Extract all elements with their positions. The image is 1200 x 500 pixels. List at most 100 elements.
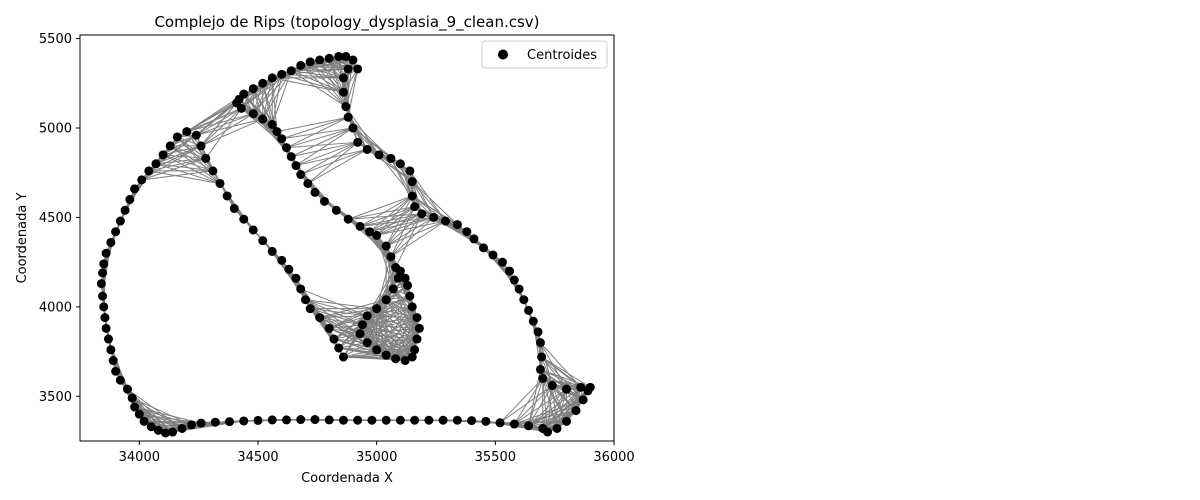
centroid-point xyxy=(281,143,291,153)
rips-edge xyxy=(262,70,292,120)
rips-edge xyxy=(362,317,418,326)
centroid-point xyxy=(365,227,375,237)
centroid-point xyxy=(151,159,161,169)
rips-edge xyxy=(348,206,415,220)
centroid-point xyxy=(153,425,163,435)
centroid-point xyxy=(99,302,109,312)
centroid-point xyxy=(407,302,417,312)
rips-edge xyxy=(541,356,584,401)
rips-edge xyxy=(390,158,413,197)
centroid-point xyxy=(407,177,417,187)
centroid-point xyxy=(403,280,413,290)
centroid-point xyxy=(277,69,287,79)
rips-edge xyxy=(366,317,418,344)
centroid-point xyxy=(386,153,396,163)
x-tick-label: 34500 xyxy=(237,450,278,465)
rips-edge xyxy=(162,145,202,156)
centroid-point xyxy=(286,152,296,162)
centroid-point xyxy=(296,60,306,70)
rips-edge xyxy=(347,116,392,159)
rips-edge xyxy=(541,356,591,388)
centroid-point xyxy=(552,423,562,433)
centroid-point xyxy=(488,250,498,260)
x-axis-ticks: 34000 34500 35000 35500 36000 xyxy=(119,441,635,465)
rips-edge xyxy=(186,113,254,133)
centroid-point xyxy=(106,237,116,247)
centroid-point xyxy=(191,130,201,140)
centroid-point xyxy=(528,316,538,326)
centroid-point xyxy=(108,356,118,366)
centroid-point xyxy=(115,216,125,226)
rips-edge xyxy=(347,68,359,118)
rips-edge xyxy=(376,308,418,340)
centroid-point xyxy=(424,415,434,425)
centroid-point xyxy=(571,406,581,416)
rips-edge xyxy=(551,385,567,422)
centroid-point xyxy=(100,313,110,323)
centroid-point xyxy=(158,150,168,160)
centroid-point xyxy=(537,352,547,362)
centroid-point xyxy=(111,366,121,376)
centroid-point xyxy=(381,295,391,305)
rips-edge xyxy=(547,386,591,433)
centroid-point xyxy=(101,248,111,258)
centroid-point xyxy=(519,295,529,305)
centroid-point xyxy=(160,428,170,438)
centroid-point xyxy=(248,109,258,119)
rips-edge xyxy=(291,141,358,158)
rips-edge xyxy=(385,306,413,356)
rips-edge xyxy=(290,70,347,107)
centroid-point xyxy=(101,323,111,333)
rips-edge xyxy=(528,378,544,426)
centroid-point xyxy=(139,416,149,426)
centroid-point xyxy=(329,334,339,344)
rips-edge xyxy=(271,74,283,125)
rips-edge xyxy=(196,113,254,136)
centroid-point xyxy=(372,304,382,314)
rips-edge xyxy=(286,116,349,149)
rips-edge xyxy=(528,385,553,427)
centroid-point xyxy=(98,268,108,278)
centroid-point xyxy=(236,103,246,113)
centroid-point xyxy=(407,191,417,201)
rips-edge xyxy=(276,116,349,133)
rips-edge xyxy=(286,141,358,149)
y-tick-label: 3500 xyxy=(39,390,72,405)
centroid-point xyxy=(291,273,301,283)
centroid-point xyxy=(324,323,334,333)
rips-edge xyxy=(376,213,422,236)
centroid-point xyxy=(146,422,156,432)
centroid-point xyxy=(310,415,320,425)
centroid-point xyxy=(395,415,405,425)
rips-edge xyxy=(307,141,358,184)
rips-edge xyxy=(281,73,344,93)
rips-edge xyxy=(343,68,359,93)
y-tick-label: 5000 xyxy=(39,122,72,137)
rips-edge xyxy=(539,342,567,390)
rips-edge xyxy=(141,170,213,181)
centroid-point xyxy=(208,166,218,176)
rips-edge xyxy=(200,102,238,147)
centroid-point xyxy=(168,427,178,437)
centroid-point xyxy=(165,141,175,151)
centroid-point xyxy=(96,279,106,289)
centroid-point xyxy=(578,395,588,405)
centroid-point xyxy=(281,415,291,425)
rips-edge xyxy=(369,213,422,233)
rips-edge xyxy=(196,118,263,136)
centroid-point xyxy=(267,119,277,129)
centroid-point xyxy=(338,73,348,83)
rips-edge xyxy=(309,61,347,107)
rips-edge xyxy=(390,220,446,258)
centroid-point xyxy=(103,334,113,344)
centroid-point xyxy=(291,161,301,171)
centroid-point xyxy=(258,78,268,88)
centroid-point xyxy=(225,417,235,427)
centroid-point xyxy=(505,266,515,276)
centroid-point xyxy=(395,159,405,169)
rips-edge xyxy=(272,77,344,93)
centroid-point xyxy=(182,127,192,137)
centroid-point xyxy=(315,55,325,65)
